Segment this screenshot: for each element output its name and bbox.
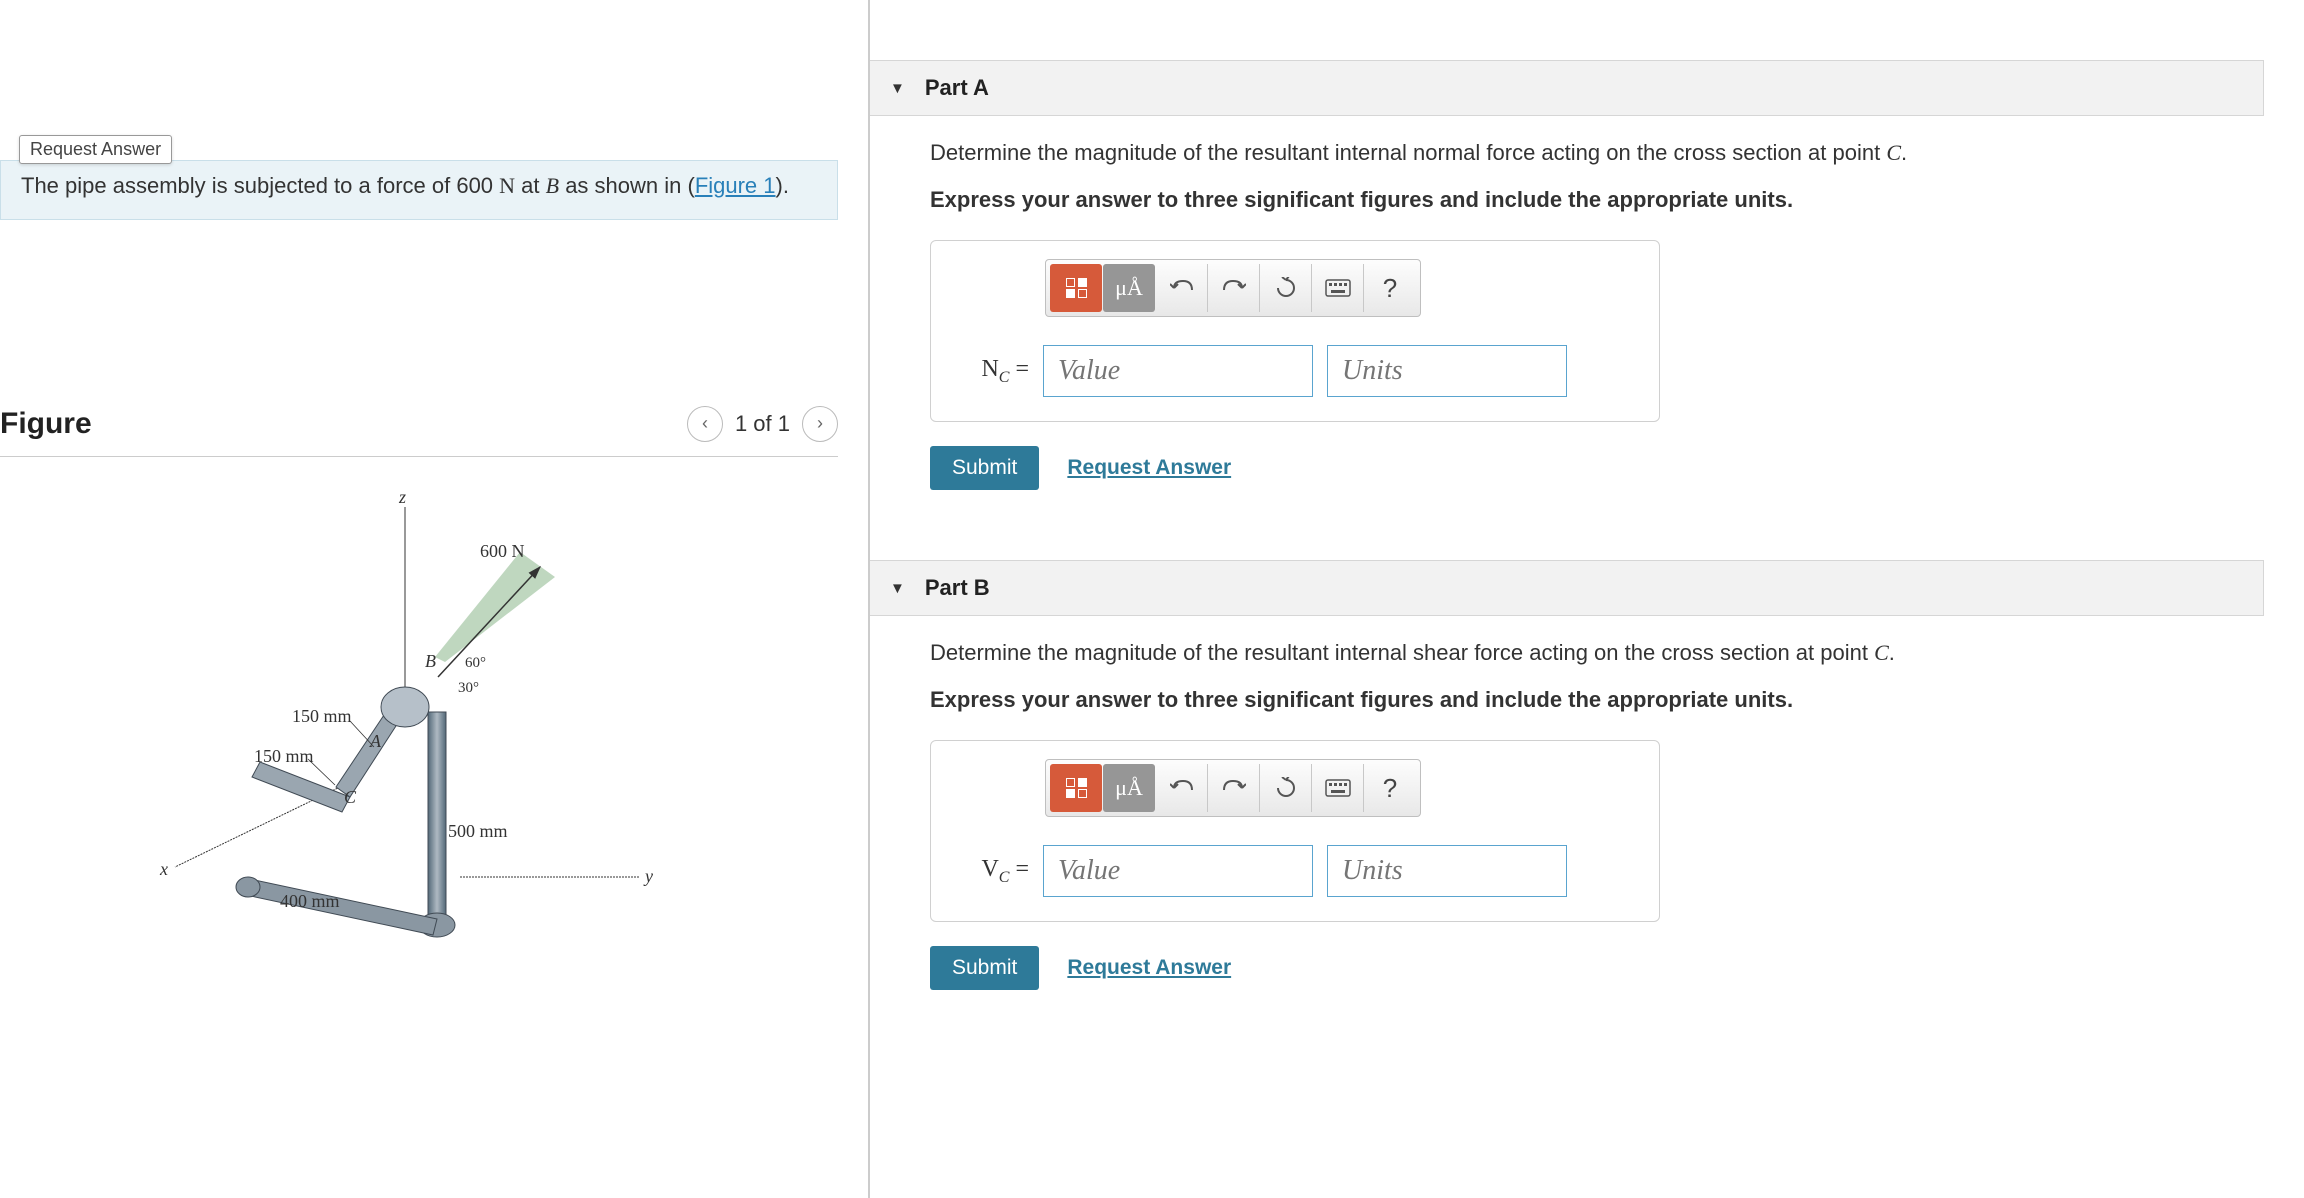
part-b-title: Part B [925, 575, 990, 601]
axis-y-label: y [643, 866, 653, 886]
problem-end: ). [776, 173, 789, 198]
template-format-button[interactable] [1050, 764, 1102, 812]
part-a-actions: Submit Request Answer [930, 446, 2264, 490]
part-b-variable-label: VC = [955, 856, 1029, 887]
figure-diagram: z x y B A C 600 N 60° 30 [140, 487, 680, 1007]
figure-header: Figure ‹ 1 of 1 › [0, 400, 838, 457]
problem-text: The pipe assembly is subjected to a forc… [21, 171, 817, 201]
part-b-body: Determine the magnitude of the resultant… [870, 616, 2264, 1010]
left-pane: Request Answer The pipe assembly is subj… [0, 0, 870, 1198]
keyboard-button[interactable] [1312, 264, 1364, 312]
special-chars-button[interactable]: μÅ [1103, 264, 1155, 312]
part-a-instruction: Express your answer to three significant… [930, 183, 2264, 216]
part-b-toolbar: μÅ ? [1045, 759, 1421, 817]
right-pane: ▼ Part A Determine the magnitude of the … [870, 0, 2304, 1198]
axis-x-label: x [159, 859, 168, 879]
part-a-variable-label: NC = [955, 356, 1029, 387]
figure-next-button[interactable]: › [802, 406, 838, 442]
part-a-var-sub: C [999, 368, 1010, 385]
part-b-prompt-period: . [1889, 640, 1895, 665]
part-a-body: Determine the magnitude of the resultant… [870, 116, 2264, 510]
part-a-units-input[interactable] [1327, 345, 1567, 397]
figure-prev-button[interactable]: ‹ [687, 406, 723, 442]
chevron-down-icon: ▼ [890, 580, 905, 597]
undo-button[interactable] [1156, 264, 1208, 312]
part-a-header[interactable]: ▼ Part A [870, 60, 2264, 116]
template-format-button[interactable] [1050, 264, 1102, 312]
part-b-value-input[interactable] [1043, 845, 1313, 897]
label-150a: 150 mm [292, 706, 352, 726]
reset-button[interactable] [1260, 764, 1312, 812]
label-force: 600 N [480, 541, 525, 561]
part-a-toolbar: μÅ ? [1045, 259, 1421, 317]
keyboard-button[interactable] [1312, 764, 1364, 812]
part-a-prompt-text: Determine the magnitude of the resultant… [930, 140, 1886, 165]
part-a-request-answer-link[interactable]: Request Answer [1067, 456, 1231, 480]
label-B: B [425, 651, 436, 671]
part-a-prompt: Determine the magnitude of the resultant… [930, 136, 2264, 169]
part-a-value-input[interactable] [1043, 345, 1313, 397]
part-a-var-main: N [981, 356, 998, 382]
figure-nav: ‹ 1 of 1 › [687, 406, 838, 442]
undo-button[interactable] [1156, 764, 1208, 812]
figure-title: Figure [0, 407, 92, 441]
part-b-value-row: VC = [955, 845, 1635, 897]
toolbar-help-button[interactable]: ? [1364, 764, 1416, 812]
redo-button[interactable] [1208, 764, 1260, 812]
label-150b: 150 mm [254, 746, 314, 766]
special-chars-button[interactable]: μÅ [1103, 764, 1155, 812]
part-b-submit-button[interactable]: Submit [930, 946, 1039, 990]
label-400: 400 mm [280, 891, 340, 911]
label-A: A [369, 731, 382, 751]
figure-link[interactable]: Figure 1 [695, 173, 776, 198]
reset-button[interactable] [1260, 264, 1312, 312]
part-a-prompt-period: . [1901, 140, 1907, 165]
part-a-value-row: NC = [955, 345, 1635, 397]
problem-mid: at [515, 173, 546, 198]
label-C: C [344, 787, 357, 807]
part-b-point: C [1874, 640, 1889, 665]
chevron-down-icon: ▼ [890, 80, 905, 97]
part-a-point: C [1886, 140, 1901, 165]
part-a-submit-button[interactable]: Submit [930, 446, 1039, 490]
request-answer-tooltip: Request Answer [19, 135, 172, 164]
toolbar-help-button[interactable]: ? [1364, 264, 1416, 312]
label-500: 500 mm [448, 821, 508, 841]
part-b-var-main: V [981, 856, 998, 882]
part-b-answer-box: μÅ ? VC = [930, 740, 1660, 922]
redo-button[interactable] [1208, 264, 1260, 312]
part-b-instruction: Express your answer to three significant… [930, 683, 2264, 716]
axis-z-label: z [398, 487, 406, 507]
label-ang30: 30° [458, 680, 479, 696]
problem-force-unit: N [499, 173, 515, 198]
problem-suffix: as shown in ( [559, 173, 695, 198]
problem-prefix: The pipe assembly is subjected to a forc… [21, 173, 499, 198]
part-a-title: Part A [925, 75, 989, 101]
part-b-header[interactable]: ▼ Part B [870, 560, 2264, 616]
part-a-answer-box: μÅ ? NC = [930, 240, 1660, 422]
part-b-request-answer-link[interactable]: Request Answer [1067, 956, 1231, 980]
problem-statement: Request Answer The pipe assembly is subj… [0, 160, 838, 220]
label-ang60: 60° [465, 655, 486, 671]
part-b-prompt: Determine the magnitude of the resultant… [930, 636, 2264, 669]
part-b-prompt-text: Determine the magnitude of the resultant… [930, 640, 1874, 665]
problem-point: B [546, 173, 559, 198]
figure-page-label: 1 of 1 [735, 411, 790, 437]
part-b-var-sub: C [999, 868, 1010, 885]
part-b-actions: Submit Request Answer [930, 946, 2264, 990]
part-b-units-input[interactable] [1327, 845, 1567, 897]
